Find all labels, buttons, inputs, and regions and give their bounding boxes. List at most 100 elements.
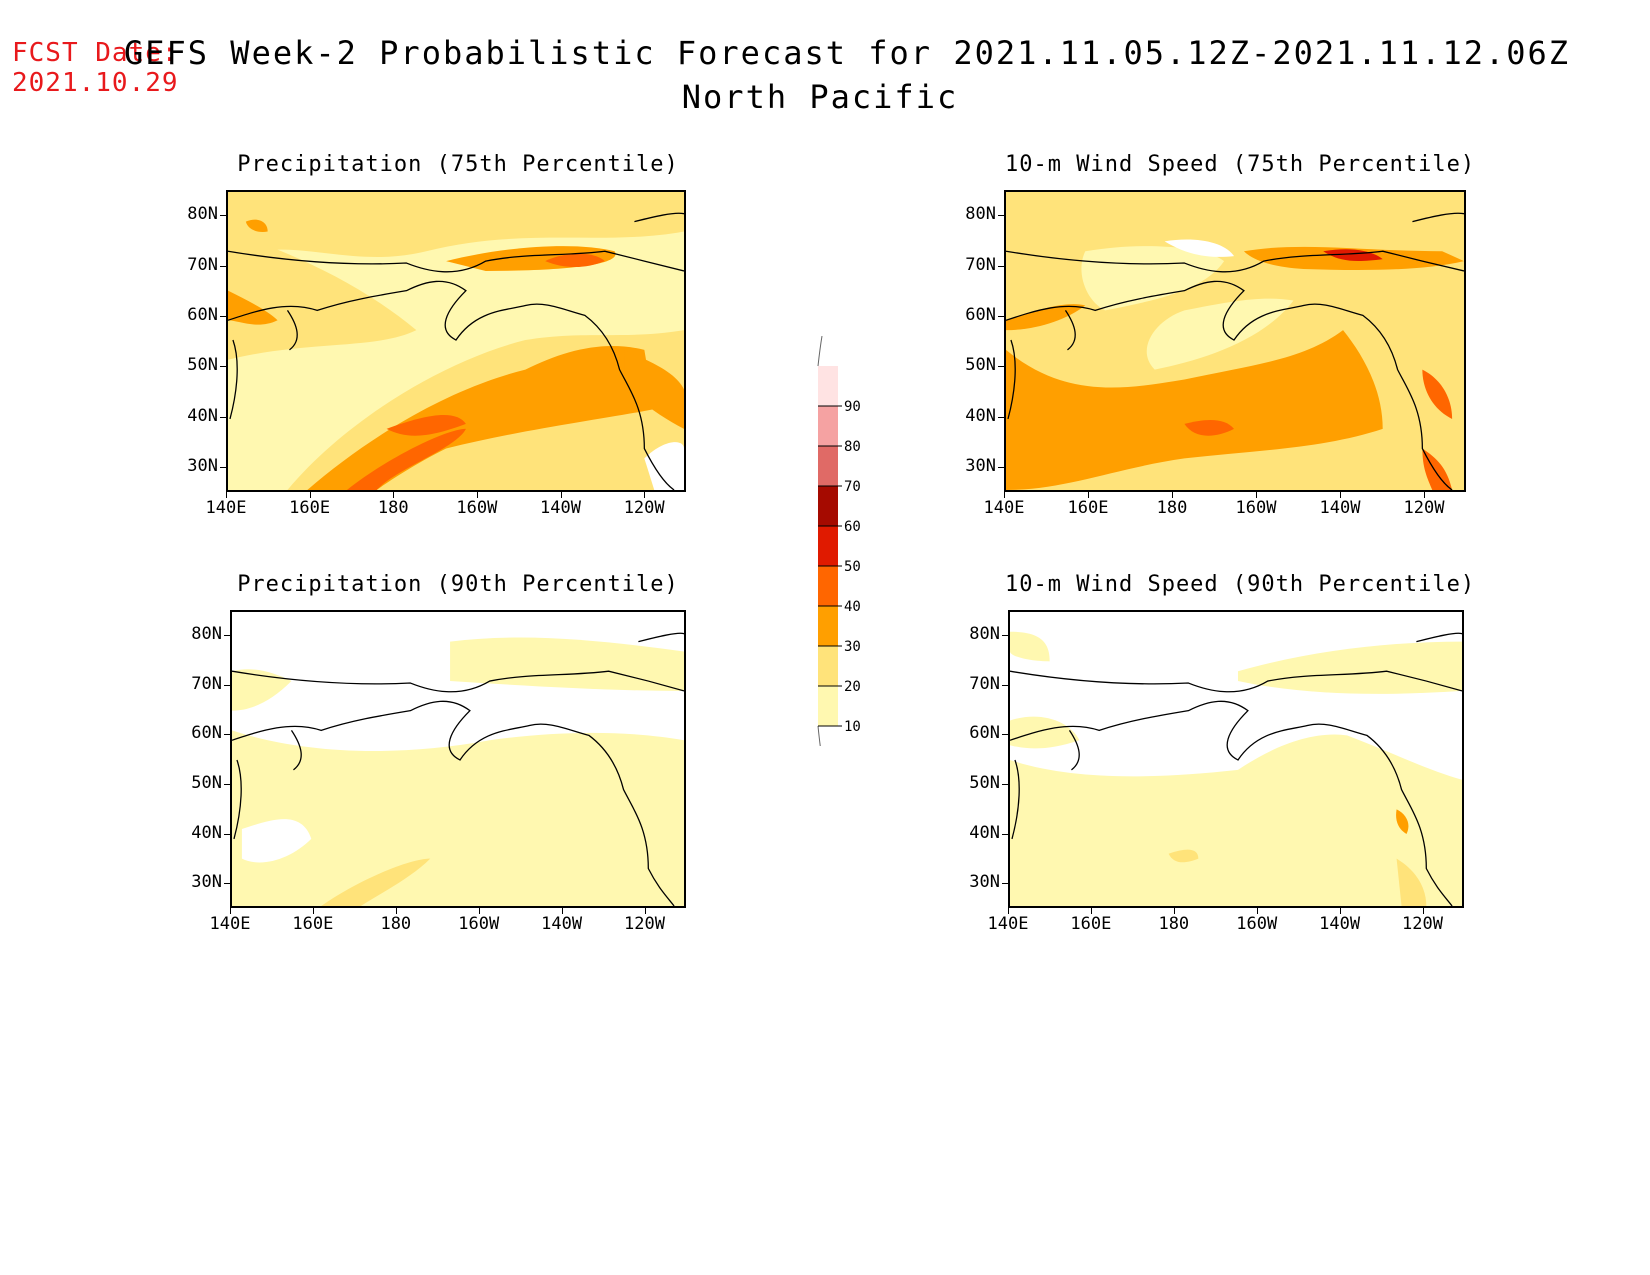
lon-label: 140W	[540, 498, 581, 518]
lat-tick	[1002, 684, 1009, 686]
map-precip-75	[228, 192, 684, 490]
lat-label: 30N	[969, 872, 1000, 893]
colorbar-swatch	[818, 526, 838, 566]
lon-tick	[1340, 491, 1341, 498]
lon-label: 160W	[1235, 498, 1277, 518]
lon-label: 160E	[289, 498, 331, 518]
lat-label: 60N	[187, 304, 218, 325]
lat-label: 70N	[191, 673, 222, 694]
lat-tick	[224, 734, 231, 736]
lat-label: 50N	[187, 355, 218, 376]
lat-label: 30N	[965, 455, 996, 476]
region-title: North Pacific	[681, 78, 959, 116]
colorbar-svg: 10 20 30 40 50 60 70 80 90	[817, 335, 861, 759]
lat-tick	[998, 366, 1005, 368]
lon-label: 160E	[292, 914, 334, 934]
colorbar-label: 10	[844, 719, 861, 735]
lat-tick	[224, 883, 231, 885]
lon-label: 140E	[983, 498, 1025, 518]
lon-tick	[1008, 907, 1009, 914]
forecast-date-label: FCST Date:	[12, 38, 179, 68]
colorbar-swatch	[818, 606, 838, 646]
panel-title-wind-75: 10-m Wind Speed (75th Percentile)	[1005, 152, 1476, 177]
lat-label: 40N	[191, 822, 222, 843]
lat-tick	[998, 215, 1005, 217]
main-title: GEFS Week-2 Probabilistic Forecast for 2…	[123, 34, 1571, 72]
lat-tick	[998, 416, 1005, 418]
lon-tick	[395, 907, 397, 914]
lat-label: 70N	[969, 673, 1000, 694]
lat-tick	[220, 416, 227, 418]
lat-label: 50N	[191, 772, 222, 793]
colorbar-swatch	[818, 366, 838, 406]
lon-label: 140E	[205, 498, 247, 518]
map-panel-wind-75	[1004, 190, 1466, 492]
lat-tick	[224, 833, 231, 835]
lat-tick	[998, 265, 1005, 267]
colorbar-label: 90	[844, 399, 861, 415]
lat-tick	[998, 315, 1005, 317]
colorbar-swatch	[818, 566, 838, 606]
colorbar-swatch	[818, 406, 838, 446]
lat-tick	[220, 366, 227, 368]
lon-tick	[560, 491, 562, 498]
lon-tick	[1256, 491, 1257, 498]
lat-tick	[1002, 734, 1009, 736]
lat-tick	[220, 265, 227, 267]
map-panel-precip-90	[230, 610, 686, 908]
lat-tick	[1002, 634, 1009, 636]
lat-label: 40N	[965, 405, 996, 426]
colorbar-swatch	[818, 486, 838, 526]
lat-label: 80N	[187, 204, 218, 225]
lon-label: 160W	[458, 914, 500, 934]
colorbar-label: 20	[844, 679, 861, 695]
forecast-date-block: FCST Date: 2021.10.29	[12, 38, 179, 98]
lon-tick	[1424, 491, 1425, 498]
lon-label: 160E	[1070, 914, 1112, 934]
lat-label: 40N	[187, 405, 218, 426]
lat-label: 50N	[965, 355, 996, 376]
colorbar: 10 20 30 40 50 60 70 80 90	[810, 335, 870, 759]
lon-label: 180	[1158, 914, 1190, 934]
lon-tick	[312, 907, 314, 914]
panel-title-wind-90: 10-m Wind Speed (90th Percentile)	[1005, 572, 1476, 597]
lat-tick	[1002, 883, 1009, 885]
lon-label: 180	[1156, 498, 1188, 518]
lon-tick	[644, 491, 646, 498]
colorbar-label: 30	[844, 639, 861, 655]
lat-label: 80N	[965, 204, 996, 225]
lon-tick	[644, 907, 646, 914]
lat-tick	[224, 684, 231, 686]
lon-label: 140W	[541, 914, 583, 934]
lat-tick	[1002, 833, 1009, 835]
colorbar-label: 80	[844, 439, 861, 455]
lon-label: 140W	[1319, 914, 1361, 934]
lat-tick	[220, 215, 227, 217]
lon-tick	[1090, 907, 1092, 914]
lat-tick	[220, 315, 227, 317]
colorbar-label: 60	[844, 519, 861, 535]
lon-label: 140E	[209, 914, 251, 934]
lon-label: 180	[380, 914, 412, 934]
lon-label: 160W	[1236, 914, 1278, 934]
lon-tick	[226, 491, 227, 498]
lon-label: 120W	[624, 914, 665, 934]
lat-label: 30N	[187, 455, 218, 476]
lat-label: 80N	[191, 623, 222, 644]
lat-label: 40N	[969, 822, 1000, 843]
colorbar-bottom-cap	[817, 725, 823, 759]
lon-tick	[1422, 907, 1424, 914]
lat-label: 50N	[969, 772, 1000, 793]
map-wind-75	[1006, 192, 1464, 490]
lat-tick	[224, 783, 231, 785]
lon-tick	[478, 907, 480, 914]
lon-label: 140E	[987, 914, 1029, 934]
lon-label: 180	[377, 498, 409, 518]
lat-label: 30N	[191, 872, 222, 893]
colorbar-label: 70	[844, 479, 861, 495]
lon-tick	[1256, 907, 1258, 914]
colorbar-label: 40	[844, 599, 861, 615]
colorbar-swatch	[818, 446, 838, 486]
lat-label: 80N	[969, 623, 1000, 644]
lat-tick	[1002, 783, 1009, 785]
